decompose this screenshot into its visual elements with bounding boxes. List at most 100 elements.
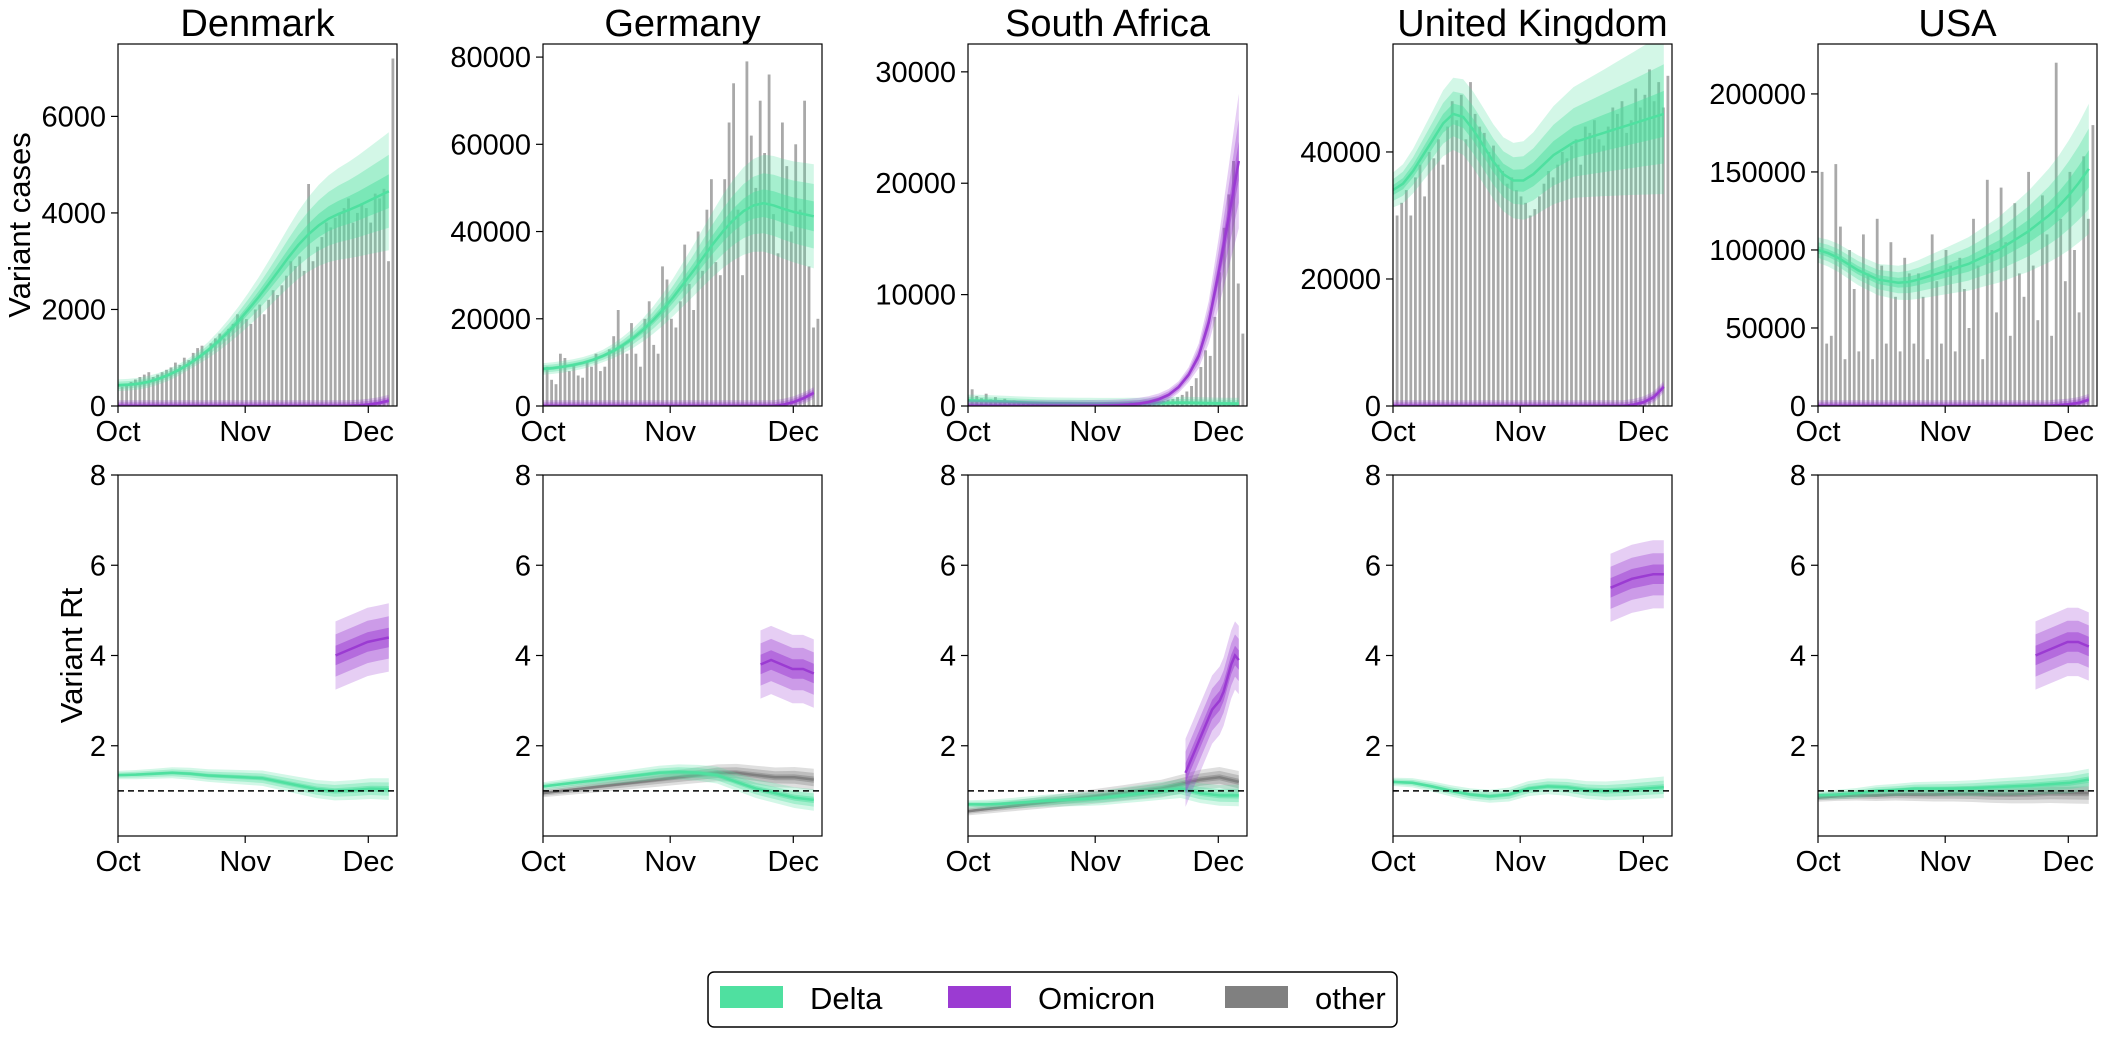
credible-band-delta <box>118 132 389 392</box>
case-bar <box>129 381 133 406</box>
panel-title: South Africa <box>1005 3 1211 45</box>
case-bar <box>550 379 553 406</box>
y-tick-label: 2000 <box>41 294 106 326</box>
case-bar <box>1843 359 1847 406</box>
series-omicron <box>1610 540 1664 622</box>
case-bar <box>1930 234 1934 406</box>
series-delta <box>118 132 390 392</box>
case-bar <box>1666 75 1670 406</box>
case-bar <box>1185 391 1189 406</box>
case-bar <box>205 350 208 406</box>
case-bar <box>1008 401 1011 406</box>
case-bar <box>1995 312 1998 406</box>
case-bar <box>1985 179 1989 406</box>
panel-cases-usa: 0 50000 100000 150000 200000 Oct Nov Dec USA <box>1709 3 2098 448</box>
case-bar <box>391 58 395 406</box>
x-tick-label: Dec <box>1617 416 1669 448</box>
x-tick-label: Dec <box>1192 416 1244 448</box>
case-bar <box>1450 101 1454 406</box>
case-bar <box>1510 177 1514 406</box>
case-bar <box>745 61 749 406</box>
case-bar <box>1825 343 1829 406</box>
median-line-omicron <box>1610 573 1664 589</box>
axes-frame <box>967 43 1248 407</box>
y-tick-label: 40000 <box>1300 137 1381 169</box>
case-bar <box>165 369 168 406</box>
case-bar <box>1921 296 1925 406</box>
case-bar <box>696 231 700 406</box>
case-bar <box>1963 289 1966 406</box>
case-bar <box>1478 126 1482 406</box>
x-tick-label: Oct <box>1370 846 1415 878</box>
case-bar <box>1638 107 1642 406</box>
case-bar <box>231 323 235 406</box>
case-bar <box>1542 183 1546 406</box>
x-tick-label: Oct <box>520 846 565 878</box>
axes-frame <box>117 43 398 407</box>
x-tick-label: Nov <box>1494 846 1546 878</box>
case-bar <box>311 261 315 406</box>
x-tick-label: Oct <box>1370 416 1415 448</box>
y-axis-label: Variant cases <box>2 132 37 318</box>
case-bar <box>545 366 549 406</box>
case-bar <box>1912 343 1916 406</box>
case-bar <box>378 198 381 406</box>
y-tick-label: 2 <box>515 731 531 763</box>
case-bar <box>1427 152 1431 406</box>
case-bar <box>320 237 324 406</box>
case-bar <box>1473 113 1477 406</box>
case-bar <box>687 283 691 406</box>
y-tick-label: 40000 <box>450 217 531 249</box>
y-tick-label: 8 <box>1365 460 1381 492</box>
case-bar <box>1616 113 1619 406</box>
case-bar <box>603 366 607 406</box>
case-bar <box>2054 62 2058 406</box>
median-line-other <box>968 776 1240 813</box>
median-line-omicron <box>335 636 390 657</box>
case-bar <box>1459 94 1463 406</box>
credible-band-omicron <box>1818 393 2089 406</box>
case-bar <box>2008 335 2012 406</box>
x-tick-label: Dec <box>2042 416 2094 448</box>
case-bar <box>1949 265 1952 406</box>
case-bar <box>240 316 244 406</box>
plot-area <box>118 603 390 801</box>
y-tick-label: 8 <box>90 460 106 492</box>
median-line-delta <box>543 201 815 371</box>
series-delta <box>118 767 389 801</box>
case-bar <box>1588 132 1592 406</box>
case-bar <box>1218 272 1221 406</box>
case-bar <box>169 367 173 406</box>
case-bar <box>785 166 789 406</box>
series-omicron <box>1393 381 1665 406</box>
legend-label: Delta <box>810 981 883 1016</box>
credible-band-omicron <box>118 394 389 406</box>
case-bar <box>559 353 562 406</box>
plot-area <box>118 58 395 406</box>
case-bar <box>758 100 762 406</box>
case-bar <box>1829 335 1833 406</box>
case-bar <box>763 153 766 406</box>
case-bar <box>1875 218 1879 406</box>
x-tick-label: Dec <box>342 416 394 448</box>
case-bar <box>656 353 660 406</box>
case-bar <box>714 262 718 406</box>
x-tick-label: Oct <box>95 846 140 878</box>
case-bar <box>120 386 124 406</box>
case-bar <box>289 261 293 406</box>
credible-band-other <box>543 770 814 795</box>
y-tick-label: 30000 <box>875 57 956 89</box>
case-bar <box>643 318 647 406</box>
credible-band-omicron <box>1610 564 1664 598</box>
case-bar <box>271 290 275 406</box>
case-bar <box>741 275 744 406</box>
case-bar <box>227 328 231 406</box>
case-bar <box>1579 164 1583 406</box>
legend-item-delta: Delta <box>720 981 883 1016</box>
case-bar <box>1852 289 1856 406</box>
case-bar <box>727 122 731 406</box>
case-bar <box>258 304 262 406</box>
y-tick-label: 6 <box>1790 550 1806 582</box>
y-tick-label: 6 <box>515 550 531 582</box>
case-bar <box>1190 386 1193 406</box>
